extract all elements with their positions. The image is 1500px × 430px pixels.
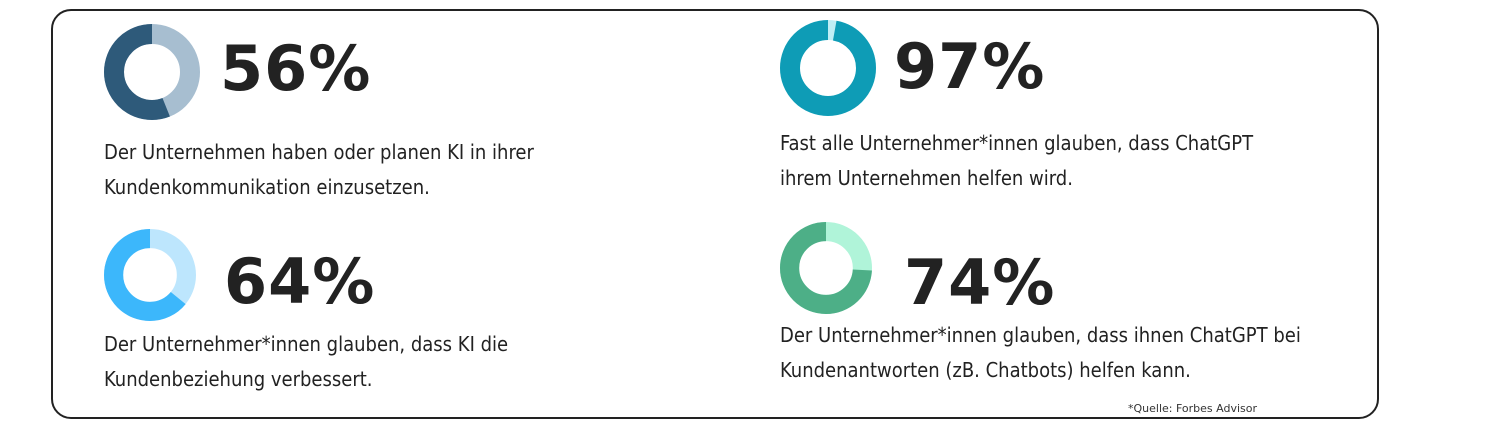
percent-value-1: 56% [220,32,372,105]
donut-filled-segment-3 [104,229,196,321]
stat-card-2: 97% Fast alle Unternehmer*innen glauben,… [780,20,1300,200]
donut-chart-1 [104,24,200,120]
donut-filled-segment-4 [780,222,872,314]
donut-filled-segment-2 [780,20,876,116]
description-2: Fast alle Unternehmer*innen glauben, das… [780,131,1254,190]
donut-chart-4 [780,222,872,314]
stat-card-4: 74% Der Unternehmer*innen glauben, dass … [780,222,1320,402]
donut-chart-2 [780,20,876,116]
source-note: *Quelle: Forbes Advisor [1128,402,1258,415]
percent-value-3: 64% [224,245,376,318]
donut-chart-3 [104,229,196,321]
stat-card-3: 64% Der Unternehmer*innen glauben, dass … [104,229,624,409]
donut-filled-segment-1 [104,24,200,120]
percent-value-4: 74% [904,246,1056,319]
infographic-frame [51,9,1379,419]
description-3: Der Unternehmer*innen glauben, dass KI d… [104,332,509,391]
description-4: Der Unternehmer*innen glauben, dass ihne… [780,323,1301,382]
description-1: Der Unternehmen haben oder planen KI in … [104,140,534,199]
stat-card-1: 56% Der Unternehmen haben oder planen KI… [104,24,624,204]
percent-value-2: 97% [894,30,1046,103]
